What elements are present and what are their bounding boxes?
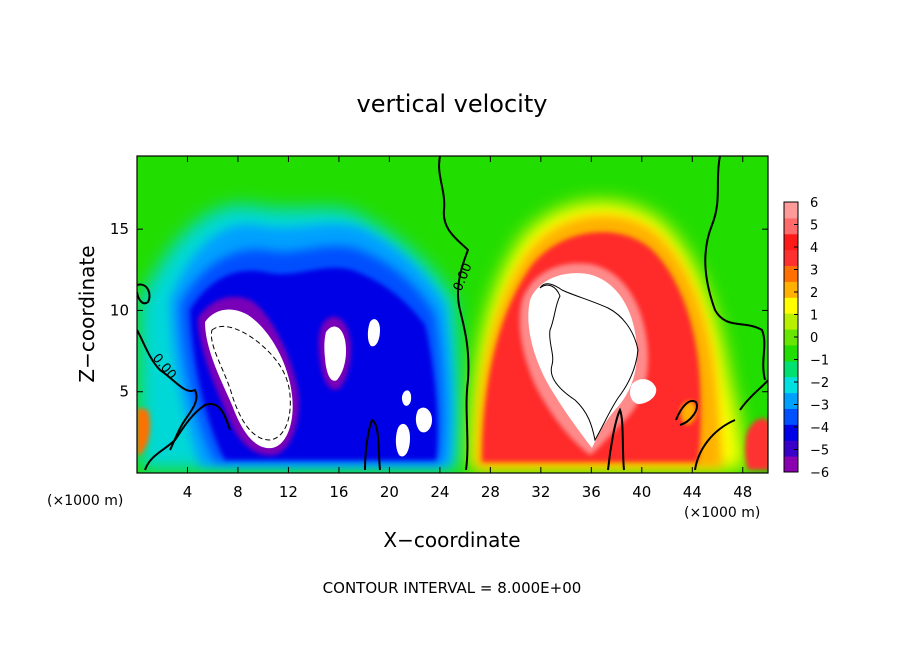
colorbar-swatch [784, 344, 798, 362]
x-tick-label: 48 [733, 483, 752, 501]
colorbar-label: 3 [810, 264, 818, 279]
x-axis-label: X−coordinate [383, 528, 520, 552]
colorbar-label: 0 [810, 331, 818, 346]
zero-contour-3 [137, 329, 198, 451]
colorbar-label: −1 [810, 354, 829, 369]
zero-contour-4 [137, 283, 151, 305]
pos-cell-right [745, 418, 768, 470]
colorbar-label: 6 [810, 196, 818, 211]
colorbar-swatch [784, 329, 798, 346]
y-axis-label: Z−coordinate [75, 245, 99, 382]
x-tick-label: 20 [380, 483, 399, 501]
x-tick-label: 24 [430, 483, 449, 501]
contour-lines [137, 156, 768, 471]
neg-core-white-6 [401, 390, 412, 406]
colorbar-label: −6 [810, 466, 829, 481]
x-axis-ticks: 4 8 12 16 20 24 28 32 36 40 44 48 [183, 156, 752, 501]
negative-region [139, 204, 461, 470]
zero-contour-9 [739, 379, 768, 411]
pos-contour-solid [539, 283, 639, 442]
neg-contour-dashed [210, 326, 291, 441]
neg-core-white-4 [395, 423, 410, 457]
colorbar-label: −4 [810, 421, 829, 436]
colorbar-swatch [784, 297, 798, 314]
colorbar-swatch [784, 313, 798, 330]
plot-area: 0.00 0.00 [137, 156, 768, 473]
colorbar-label: 4 [810, 241, 818, 256]
zero-contour-6 [364, 418, 381, 471]
colorbar-label: 2 [810, 286, 818, 301]
colorbar-label: 5 [810, 219, 818, 234]
x-tick-label: 44 [683, 483, 702, 501]
colorbar-swatch [784, 456, 798, 473]
neg-core-white-5 [415, 407, 432, 433]
x-tick-label: 32 [531, 483, 550, 501]
neg-core-white-2 [324, 326, 347, 381]
positive-region [137, 201, 768, 471]
pos-cell-mid [680, 401, 697, 425]
x-tick-label: 4 [183, 483, 193, 501]
chart-title: vertical velocity [357, 90, 548, 118]
colorbar-swatch [784, 217, 798, 235]
pos-core-white [528, 273, 638, 448]
x-tick-label: 28 [481, 483, 500, 501]
zero-contour-2 [704, 156, 766, 381]
x-tick-label: 40 [632, 483, 651, 501]
zero-contour-7 [607, 407, 625, 471]
pos-cell-left [137, 408, 150, 455]
colorbar-label: −2 [810, 376, 829, 391]
colorbar-swatch [784, 202, 798, 219]
x-unit-left: (×1000 m) [47, 493, 123, 509]
x-tick-label: 12 [279, 483, 298, 501]
y-tick-label: 10 [110, 301, 129, 319]
colorbar-label: −5 [810, 444, 829, 459]
colorbar-label: 1 [810, 309, 818, 324]
pos-core-white-2 [630, 379, 657, 404]
colorbar-swatch [784, 424, 798, 441]
colorbar-swatch [784, 265, 798, 282]
neg-core-white-1 [205, 309, 293, 449]
zero-contour-8 [675, 400, 698, 426]
colorbar-swatch [784, 233, 798, 251]
neg-core-white-3 [367, 319, 380, 347]
colorbar-swatch [784, 392, 798, 409]
y-axis-ticks: 5 10 15 [110, 220, 768, 401]
zero-contour-1 [438, 156, 470, 471]
contour-interval-note: CONTOUR INTERVAL = 8.000E+00 [323, 579, 582, 597]
colorbar: 6 5 4 3 2 1 0 −1 −2 −3 −4 −5 −6 [783, 196, 829, 481]
colorbar-swatch [784, 281, 798, 298]
x-tick-label: 16 [329, 483, 348, 501]
x-unit-right: (×1000 m) [684, 505, 760, 521]
plot-frame [136, 155, 769, 474]
y-tick-label: 5 [119, 383, 129, 401]
x-tick-label: 36 [582, 483, 601, 501]
colorbar-swatch [784, 376, 798, 394]
y-tick-label: 15 [110, 220, 129, 238]
x-tick-label: 8 [233, 483, 243, 501]
zero-contour-10 [694, 419, 736, 471]
colorbar-swatch [784, 249, 798, 267]
colorbar-swatch [784, 408, 798, 425]
colorbar-label: −3 [810, 399, 829, 414]
colorbar-swatch [784, 360, 798, 378]
colorbar-swatch [784, 440, 798, 457]
zero-contour-5 [144, 403, 231, 471]
